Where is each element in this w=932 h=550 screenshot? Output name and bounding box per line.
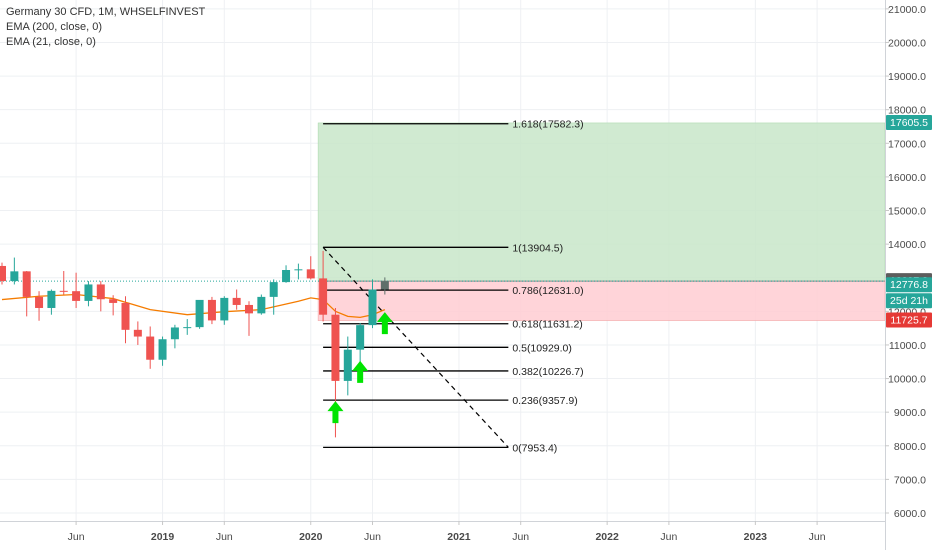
candle-body [245, 304, 253, 314]
candle-body [133, 329, 142, 337]
ema200-line [1, 293, 386, 319]
candle-body [121, 302, 130, 330]
y-tick-label: 20000.0 [888, 37, 926, 49]
candle-body [368, 289, 377, 326]
candle-body [96, 284, 105, 300]
fib-level-label: 0.382(10226.7) [512, 366, 583, 378]
candle-body [158, 339, 167, 360]
y-tick-label: 9000.0 [894, 407, 926, 419]
price-label-text: 12776.8 [890, 279, 928, 291]
candle-body [72, 291, 81, 301]
profit-zone [317, 122, 885, 282]
price-label-text: 17605.5 [890, 117, 928, 129]
price-label-box [886, 277, 932, 293]
candle-body [10, 271, 19, 282]
fib-level-label: 0.236(9357.9) [512, 395, 577, 407]
candle-body [59, 290, 68, 292]
y-tick-label: 17000.0 [888, 138, 926, 150]
fib-level-label: 0.5(10929.0) [512, 342, 572, 354]
x-tick-label: 2020 [299, 531, 323, 543]
y-tick-label: 6000.0 [894, 508, 926, 520]
candle-body [356, 325, 365, 350]
price-label-box [886, 293, 932, 309]
candle-body [282, 269, 291, 283]
candle-body [232, 297, 241, 305]
candle-body [319, 278, 328, 315]
candle-body [294, 269, 303, 271]
fib-level-label: 1.618(17582.3) [512, 119, 583, 131]
candle-body [269, 282, 278, 297]
candle-body [170, 327, 179, 340]
price-label-text: 11725.7 [890, 315, 927, 327]
chart-legend: Germany 30 CFD, 1M, WHSELFINVEST EMA (20… [6, 5, 205, 50]
candle-body [195, 299, 204, 328]
candle-body [380, 281, 389, 290]
y-tick-label: 8000.0 [894, 441, 926, 453]
candle-body [0, 265, 6, 282]
up-arrow-icon [327, 401, 344, 424]
x-tick-label: Jun [809, 531, 826, 543]
candle-body [220, 297, 229, 321]
plot-area: 1.618(17582.3) 1(13904.5) 0.786(12631.0) 0.… [0, 0, 885, 521]
x-tick-label: 2022 [595, 531, 619, 543]
fib-level-label: 0.786(12631.0) [512, 285, 583, 297]
legend-ema21[interactable]: EMA (21, close, 0) [6, 36, 96, 48]
x-tick-label: Jun [660, 531, 677, 543]
x-tick-label: Jun [512, 531, 529, 543]
x-tick-label: 2019 [151, 531, 175, 543]
x-tick-label: 2023 [744, 531, 768, 543]
candle-body [22, 271, 31, 297]
fib-level-label: 1(13904.5) [512, 242, 563, 254]
loss-zone [317, 280, 885, 321]
y-tick-label: 11000.0 [889, 340, 926, 352]
x-tick-label: Jun [364, 531, 381, 543]
candle-body [35, 296, 44, 308]
candle-body [146, 336, 155, 360]
candle-body [47, 290, 56, 308]
candle-body [207, 299, 216, 321]
x-tick-label: 2021 [447, 531, 471, 543]
candle-body [343, 349, 352, 381]
candle-body [109, 299, 118, 303]
y-tick-label: 19000.0 [888, 71, 926, 83]
price-label-box [886, 312, 932, 328]
y-tick-label: 21000.0 [888, 4, 926, 16]
fib-level-label: 0(7953.4) [512, 442, 557, 454]
x-tick-label: Jun [216, 531, 233, 543]
legend-ema200[interactable]: EMA (200, close, 0) [6, 21, 102, 33]
price-label-text: 25d 21h [890, 295, 928, 307]
candle-body [183, 327, 192, 329]
up-arrow-icon [376, 312, 393, 335]
candle-body [331, 314, 340, 381]
x-tick-label: Jun [68, 531, 85, 543]
y-tick-label: 18000.0 [888, 105, 926, 117]
y-tick-label: 16000.0 [888, 172, 926, 184]
price-label-box [886, 114, 932, 130]
y-tick-label: 14000.0 [888, 239, 926, 251]
candle-body [257, 296, 266, 314]
candle-body [306, 269, 315, 279]
y-tick-label: 7000.0 [894, 474, 926, 486]
legend-symbol[interactable]: Germany 30 CFD, 1M, WHSELFINVEST [6, 6, 206, 18]
candle-body [84, 284, 93, 301]
y-tick-label: 10000.0 [888, 374, 926, 386]
up-arrow-icon [352, 360, 369, 383]
y-tick-label: 15000.0 [888, 206, 926, 218]
fib-level-label: 0.618(11631.2) [512, 319, 582, 331]
